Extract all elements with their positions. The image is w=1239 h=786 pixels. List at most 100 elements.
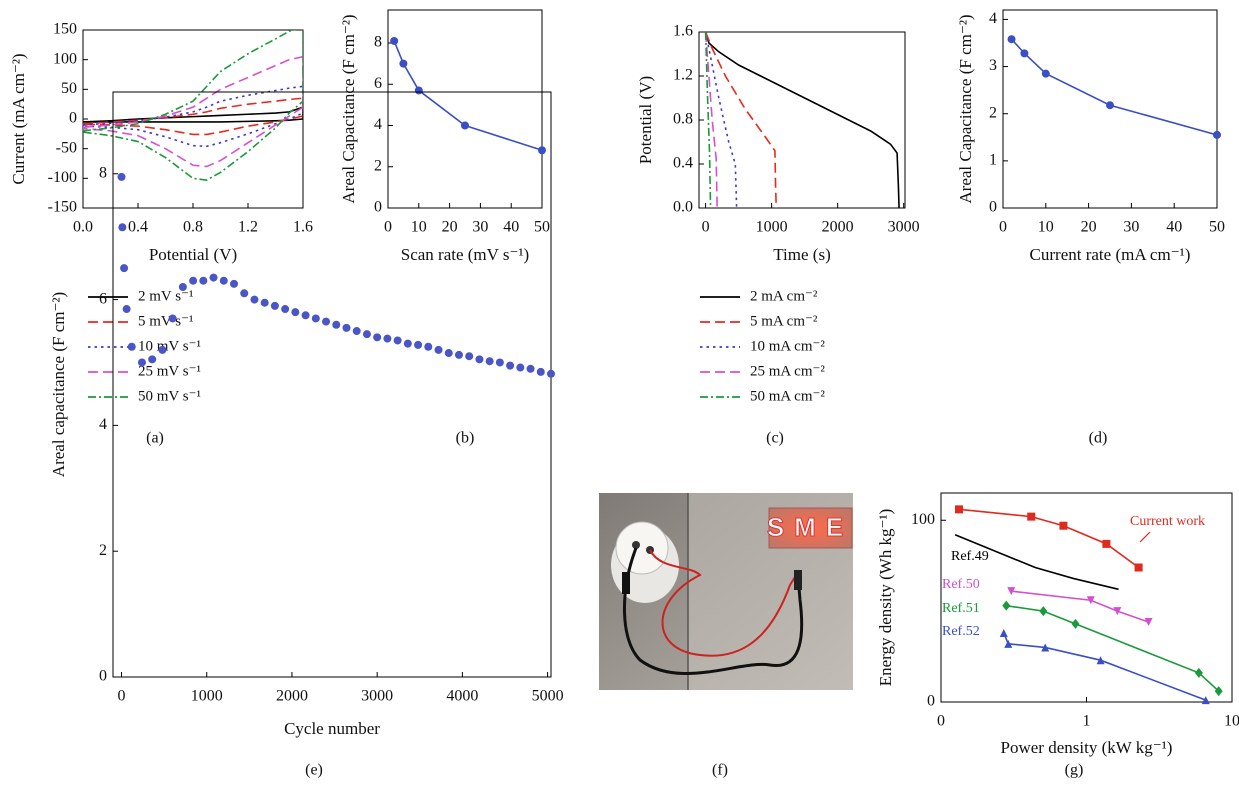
data-point <box>475 355 484 364</box>
legend-label: 2 mV s⁻¹ <box>138 288 193 304</box>
x-tick-label: 0 <box>702 219 710 236</box>
series-label: Ref.52 <box>942 624 980 639</box>
y-tick-label: 0 <box>69 110 77 127</box>
y-tick-label: 6 <box>374 75 382 92</box>
data-point <box>158 345 167 354</box>
y-tick-label: 8 <box>374 34 382 51</box>
photo: SME (f) <box>599 493 853 779</box>
x-axis-label: Cycle number <box>284 719 380 738</box>
series-line <box>1010 38 1217 136</box>
y-tick-label: 0.0 <box>673 199 693 216</box>
board-text: SME <box>767 512 853 542</box>
series-label: Ref.51 <box>942 601 980 616</box>
x-axis-label: Power density (kW kg⁻¹) <box>1001 738 1173 757</box>
data-point <box>393 336 402 345</box>
data-point <box>1039 606 1048 617</box>
led-board <box>768 507 853 549</box>
x-tick-label: 30 <box>472 219 488 236</box>
panel-label: (e) <box>305 762 323 779</box>
panel-label: (d) <box>1089 430 1108 447</box>
data-point <box>390 36 399 45</box>
data-point <box>168 314 177 323</box>
x-tick-label: 0.4 <box>128 219 148 236</box>
data-point <box>117 172 126 181</box>
data-point <box>1194 667 1203 678</box>
data-point <box>240 289 249 298</box>
data-point <box>148 355 157 364</box>
legend-label: 25 mA cm⁻² <box>750 363 825 379</box>
x-tick-label: 0.8 <box>183 219 203 236</box>
data-point <box>506 361 515 370</box>
plot-frame <box>1002 9 1218 209</box>
x-tick-label: 3000 <box>888 219 920 236</box>
y-tick-label: 0 <box>927 693 935 710</box>
data-point <box>1041 69 1050 78</box>
data-point <box>1004 639 1013 648</box>
data-point <box>547 369 555 378</box>
series-line <box>393 40 542 152</box>
x-tick-label: 1 <box>1083 713 1091 730</box>
clip <box>622 572 630 594</box>
series-line <box>704 32 738 208</box>
y-axis-label: Areal Capacitance (F cm⁻²) <box>956 14 975 203</box>
data-point <box>999 628 1008 637</box>
y-tick-label: 2 <box>374 157 382 174</box>
data-point <box>1007 587 1016 596</box>
data-point <box>495 358 504 367</box>
y-tick-label: 3 <box>989 57 997 74</box>
x-tick-label: 50 <box>534 219 550 236</box>
legend-label: 50 mV s⁻¹ <box>138 388 201 404</box>
data-point <box>434 345 443 354</box>
y-tick-label: 50 <box>61 80 77 97</box>
data-point <box>1213 130 1221 139</box>
data-point <box>1071 618 1080 629</box>
x-tick-label: 10 <box>411 219 427 236</box>
legend-label: 2 mA cm⁻² <box>750 288 818 304</box>
data-point <box>526 364 535 373</box>
y-axis-label: Current (mA cm⁻²) <box>9 53 28 184</box>
data-point <box>414 86 423 95</box>
x-tick-label: 1000 <box>191 688 223 705</box>
y-tick-label: 0 <box>989 199 997 216</box>
data-point <box>322 317 331 326</box>
y-tick-label: 4 <box>99 416 107 433</box>
y-tick-label: 0 <box>374 199 382 216</box>
annotation-arrow <box>1139 531 1151 543</box>
legend-label: 25 mV s⁻¹ <box>138 363 201 379</box>
series-line <box>83 30 303 181</box>
x-tick-label: 2000 <box>276 688 308 705</box>
data-point <box>1059 521 1068 530</box>
data-point <box>414 340 423 349</box>
spool-top <box>615 521 669 575</box>
data-point <box>1007 35 1016 44</box>
y-tick-label: 6 <box>99 290 107 307</box>
y-tick-label: 2 <box>989 104 997 121</box>
y-tick-label: 150 <box>53 21 77 38</box>
data-point <box>1144 618 1153 627</box>
x-axis-label: Time (s) <box>773 245 830 264</box>
data-point <box>1020 49 1029 58</box>
y-tick-label: 4 <box>374 116 382 133</box>
series-label: Current work <box>1130 514 1205 529</box>
series-line <box>704 32 778 208</box>
x-tick-label: 3000 <box>361 688 393 705</box>
y-tick-label: 1.6 <box>673 23 693 40</box>
data-point <box>1106 101 1114 110</box>
data-point <box>538 146 546 155</box>
data-point <box>516 363 525 372</box>
data-point <box>291 308 300 317</box>
data-point <box>1214 686 1223 697</box>
x-tick-label: 0 <box>118 688 126 705</box>
data-point <box>199 276 208 285</box>
x-tick-label: 20 <box>442 219 458 236</box>
panel-label: (c) <box>766 430 784 447</box>
data-point <box>461 121 469 130</box>
x-tick-label: 40 <box>503 219 519 236</box>
data-point <box>230 279 239 288</box>
data-point <box>120 264 129 273</box>
data-point <box>424 342 433 351</box>
plot-frame <box>82 29 304 209</box>
panel-label: (a) <box>146 430 164 447</box>
data-point <box>352 327 361 336</box>
x-tick-label: 2000 <box>822 219 854 236</box>
